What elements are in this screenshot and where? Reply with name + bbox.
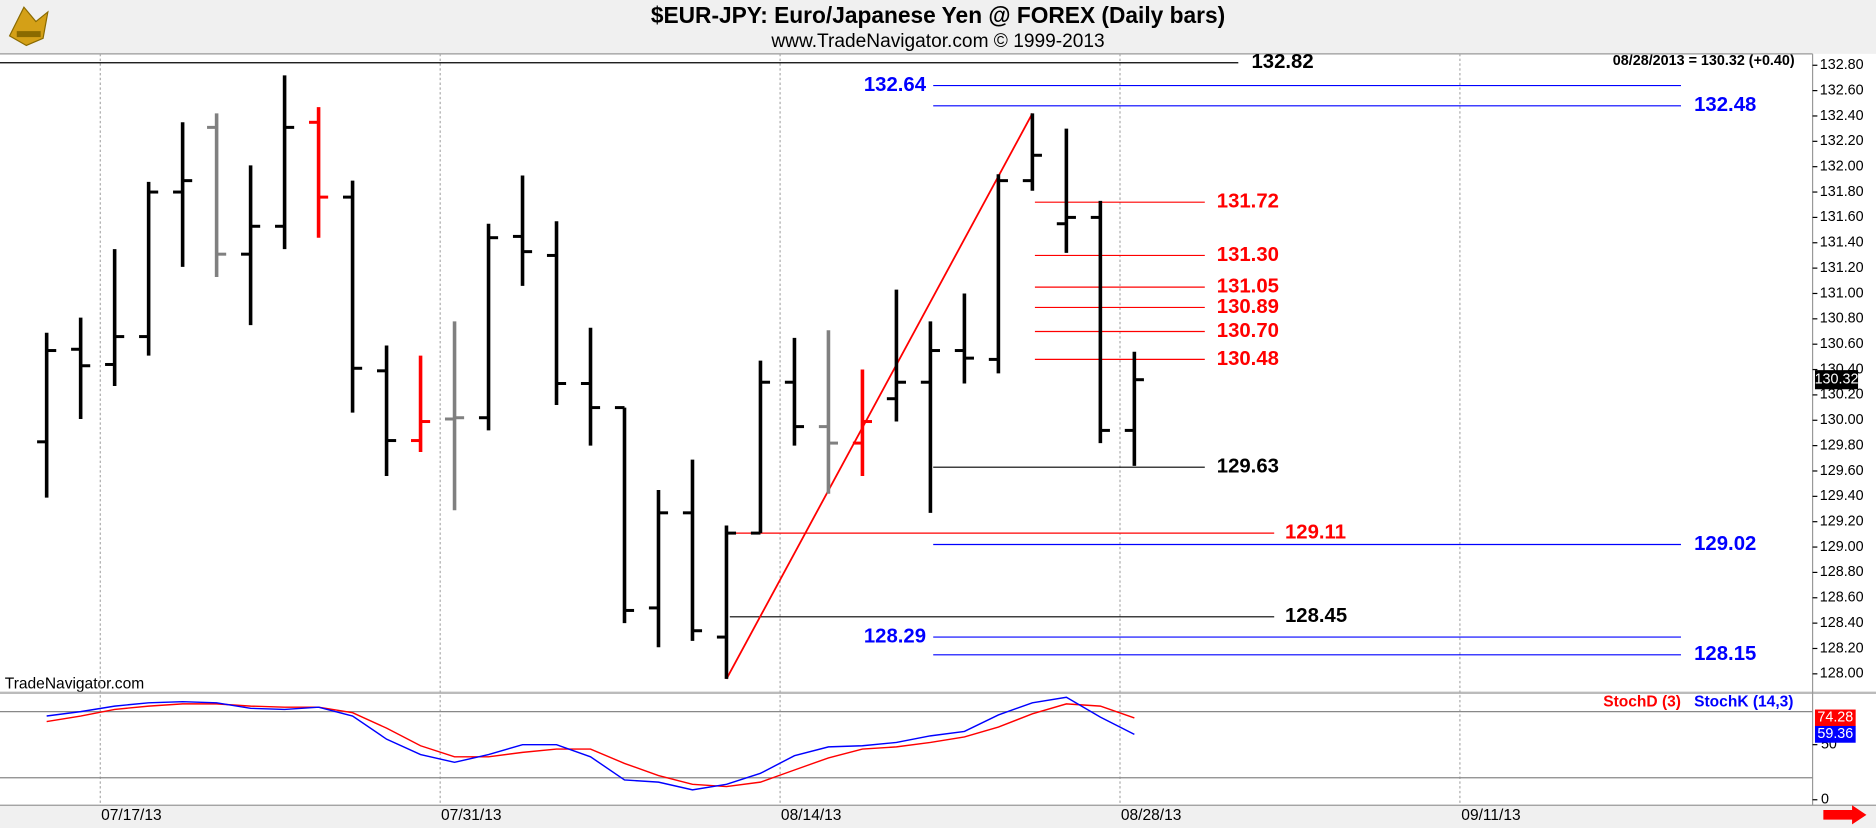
y-tick-label: 131.20 bbox=[1820, 260, 1864, 276]
y-tick-label: 128.60 bbox=[1820, 590, 1864, 606]
y-tick-label: 130.60 bbox=[1820, 336, 1864, 352]
level-label: 130.70 bbox=[1217, 320, 1279, 342]
y-tick-label: 131.40 bbox=[1820, 235, 1864, 251]
y-tick-label: 129.00 bbox=[1820, 539, 1864, 555]
level-label: 131.05 bbox=[1217, 276, 1279, 298]
last-price-box bbox=[1814, 370, 1859, 390]
stoch-value-label: 74.28 bbox=[1817, 710, 1853, 726]
level-label: 128.15 bbox=[1694, 643, 1756, 665]
level-label: 128.45 bbox=[1285, 605, 1347, 627]
y-tick-label: 132.80 bbox=[1820, 57, 1864, 73]
y-tick-label: 132.00 bbox=[1820, 158, 1864, 174]
y-tick-label: 128.20 bbox=[1820, 640, 1864, 656]
y-tick-label: 129.20 bbox=[1820, 513, 1864, 529]
chart-title: $EUR-JPY: Euro/Japanese Yen @ FOREX (Dai… bbox=[651, 2, 1225, 28]
level-label: 132.48 bbox=[1694, 94, 1756, 116]
level-label: 132.82 bbox=[1251, 51, 1313, 73]
scroll-arrow[interactable] bbox=[1823, 805, 1867, 825]
y-tick-label: 131.00 bbox=[1820, 285, 1864, 301]
x-tick-label: 09/11/13 bbox=[1461, 807, 1520, 824]
logo bbox=[8, 6, 49, 47]
level-label: 131.72 bbox=[1217, 191, 1279, 213]
level-label: 131.30 bbox=[1217, 244, 1279, 266]
y-tick-label: 130.80 bbox=[1820, 311, 1864, 327]
level-label: 130.48 bbox=[1217, 348, 1279, 370]
level-label: 128.29 bbox=[864, 625, 926, 647]
stoch-line bbox=[46, 696, 1135, 791]
y-tick-label: 128.40 bbox=[1820, 615, 1864, 631]
legend-entry: StochD (3) bbox=[1603, 693, 1681, 710]
last-price-label: 130.32 bbox=[1815, 371, 1859, 387]
trendline bbox=[725, 113, 1034, 680]
stoch-value-box bbox=[1814, 725, 1856, 743]
x-tick-label: 07/31/13 bbox=[441, 807, 502, 824]
y-tick-label: 128.00 bbox=[1820, 666, 1864, 682]
x-tick-label: 07/17/13 bbox=[101, 807, 162, 824]
y-tick-label: 131.80 bbox=[1820, 184, 1864, 200]
y-tick-label: 129.80 bbox=[1820, 437, 1864, 453]
y-tick-label: 129.60 bbox=[1820, 463, 1864, 479]
quote: 08/28/2013 = 130.32 (+0.40) bbox=[1613, 53, 1795, 69]
watermark: TradeNavigator.com bbox=[5, 676, 144, 693]
y-tick-label: 132.20 bbox=[1820, 133, 1864, 149]
y-tick-label: 0 bbox=[1821, 792, 1829, 808]
stoch-value-box bbox=[1814, 709, 1856, 727]
level-label: 132.64 bbox=[864, 74, 927, 96]
y-tick-label: 129.40 bbox=[1820, 488, 1864, 504]
level-label: 129.63 bbox=[1217, 456, 1279, 478]
y-tick-label: 132.40 bbox=[1820, 108, 1864, 124]
chart-subtitle: www.TradeNavigator.com © 1999-2013 bbox=[770, 31, 1104, 52]
y-tick-label: 131.60 bbox=[1820, 209, 1864, 225]
y-tick-label: 130.20 bbox=[1820, 387, 1864, 403]
header-bg bbox=[0, 0, 1876, 54]
legend-entry: StochK (14,3) bbox=[1694, 693, 1793, 710]
y-tick-label: 128.80 bbox=[1820, 564, 1864, 580]
stoch-line bbox=[46, 703, 1135, 788]
date-axis-bg bbox=[0, 805, 1876, 828]
level-label: 129.02 bbox=[1694, 533, 1756, 555]
y-tick-label: 130.00 bbox=[1820, 412, 1864, 428]
level-label: 129.11 bbox=[1285, 521, 1346, 543]
y-tick-label: 132.60 bbox=[1820, 82, 1864, 98]
x-tick-label: 08/28/13 bbox=[1121, 807, 1182, 824]
stoch-value-label: 59.36 bbox=[1817, 726, 1853, 742]
level-label: 130.89 bbox=[1217, 296, 1279, 318]
x-tick-label: 08/14/13 bbox=[781, 807, 842, 824]
